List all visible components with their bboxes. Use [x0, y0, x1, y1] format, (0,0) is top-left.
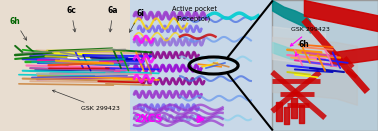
Text: 6h: 6h [296, 40, 309, 56]
FancyBboxPatch shape [130, 0, 272, 131]
Text: GSK 299423: GSK 299423 [290, 27, 330, 46]
Text: 6c: 6c [66, 6, 76, 32]
Text: GSK 299423: GSK 299423 [53, 90, 120, 111]
Text: 2XCS: 2XCS [134, 114, 163, 124]
Text: 6i: 6i [130, 9, 144, 32]
Text: 6a: 6a [108, 6, 118, 32]
FancyBboxPatch shape [0, 0, 172, 131]
Text: (Receptor): (Receptor) [176, 15, 211, 22]
Text: Active pocket: Active pocket [172, 6, 217, 12]
FancyBboxPatch shape [272, 0, 378, 131]
Text: 6h: 6h [9, 17, 26, 40]
